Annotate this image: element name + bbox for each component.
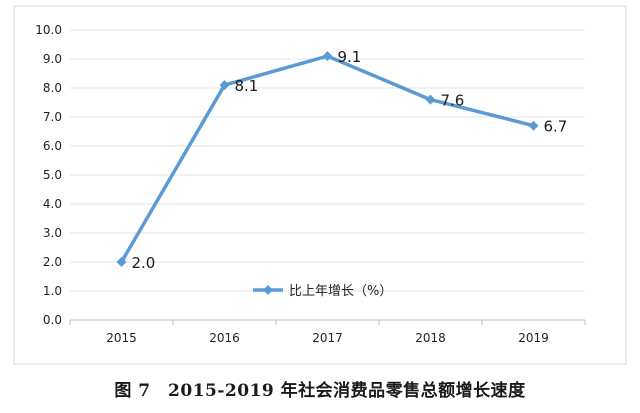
y-tick-label: 9.0: [43, 52, 62, 66]
chart-border: [13, 5, 627, 365]
y-tick-label: 2.0: [43, 255, 62, 269]
data-label: 7.6: [441, 92, 465, 110]
y-tick-label: 1.0: [43, 284, 62, 298]
y-tick-label: 4.0: [43, 197, 62, 211]
legend-label: 比上年增长（%）: [289, 284, 392, 299]
x-tick-label: 2019: [518, 331, 549, 345]
y-tick-label: 10.0: [35, 23, 62, 37]
data-point-marker: [219, 80, 230, 91]
x-tick-label: 2018: [415, 331, 446, 345]
data-label: 9.1: [338, 48, 362, 66]
y-tick-label: 5.0: [43, 168, 62, 182]
legend: 比上年增长（%）: [253, 284, 392, 299]
y-tick-label: 8.0: [43, 81, 62, 95]
data-point-marker: [116, 257, 127, 267]
x-tick-label: 2015: [106, 331, 137, 345]
data-label: 6.7: [544, 118, 568, 136]
x-tick-label: 2017: [312, 331, 343, 345]
data-point-marker: [425, 94, 436, 105]
x-tick-label: 2016: [209, 331, 240, 345]
y-tick-label: 3.0: [43, 226, 62, 240]
figure-caption: 图 7 2015-2019 年社会消费品零售总额增长速度: [114, 381, 526, 401]
line-chart: 0.0 1.0 2.0 3.0 4.0 5.0 6.0 7.0 8.0 9.0 10.0 2015 2…: [13, 5, 627, 365]
y-tick-label: 6.0: [43, 139, 62, 153]
legend-marker: [263, 285, 273, 295]
y-tick-label: 7.0: [43, 110, 62, 124]
data-label: 8.1: [235, 77, 259, 95]
y-tick-label: 0.0: [43, 313, 62, 327]
data-point-marker: [528, 120, 539, 131]
data-label: 2.0: [132, 254, 156, 272]
data-point-marker: [322, 51, 333, 62]
